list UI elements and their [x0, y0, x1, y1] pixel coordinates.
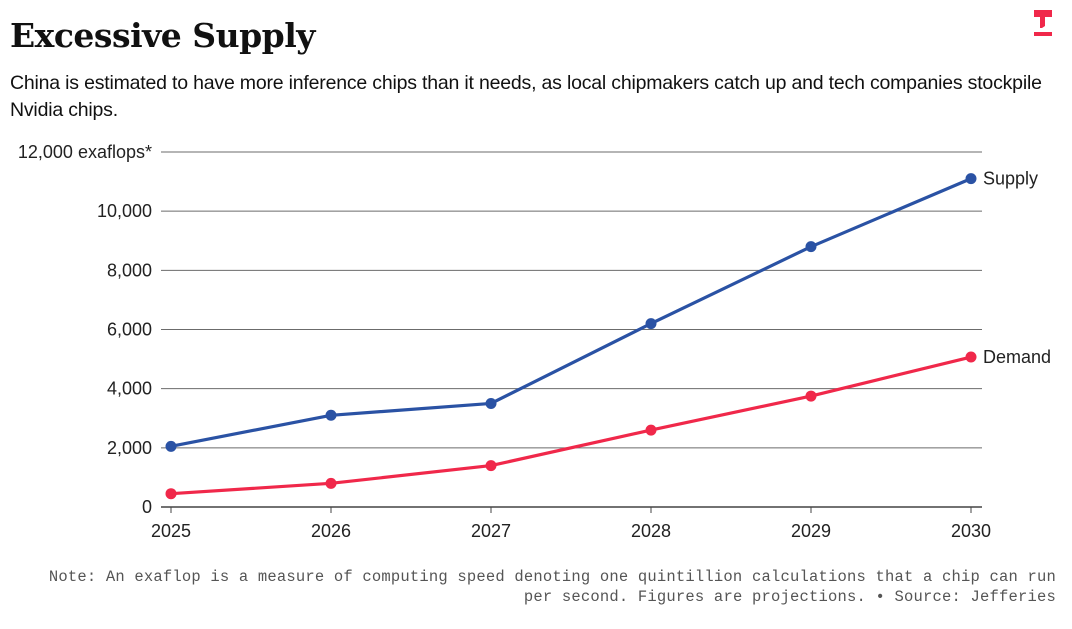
chart-title: Excessive Supply: [10, 16, 315, 55]
series-demand: Demand: [165, 347, 1051, 500]
x-tick-label: 2025: [151, 521, 191, 541]
y-tick-label: 12,000 exaflops*: [18, 142, 152, 162]
x-tick-label: 2028: [631, 521, 671, 541]
demand-series-label: Demand: [983, 347, 1051, 367]
supply-point: [325, 409, 337, 421]
y-tick-label: 2,000: [107, 438, 152, 458]
demand-point: [485, 460, 497, 472]
y-tick-label: 10,000: [97, 201, 152, 221]
supply-point: [165, 440, 177, 452]
x-tick-label: 2029: [791, 521, 831, 541]
demand-point: [325, 477, 337, 489]
demand-point: [645, 424, 657, 436]
y-tick-label: 8,000: [107, 260, 152, 280]
supply-line: [169, 177, 973, 448]
logo-top-bar: [1034, 10, 1052, 28]
demand-point: [965, 351, 977, 363]
line-chart: 0 2,000 4,000 6,000 8,000 10,000 12,000 exaflo…: [18, 142, 1051, 541]
x-tick-label: 2027: [471, 521, 511, 541]
y-tick-label: 6,000: [107, 320, 152, 340]
source-note: Note: An exaflop is a measure of computi…: [48, 568, 1056, 606]
x-axis: 2025 2026 2027 2028 2029 2030: [151, 507, 991, 541]
x-tick-label: 2030: [951, 521, 991, 541]
y-tick-label: 0: [142, 497, 152, 517]
y-tick-label: 4,000: [107, 379, 152, 399]
supply-point: [485, 397, 497, 409]
x-tick-label: 2026: [311, 521, 351, 541]
supply-point: [645, 318, 657, 330]
series-group: Supply Demand: [165, 169, 1051, 500]
logo-bottom-bar: [1034, 32, 1052, 36]
demand-line: [169, 355, 973, 496]
y-axis: 0 2,000 4,000 6,000 8,000 10,000 12,000 exaflo…: [18, 142, 152, 517]
demand-point: [165, 488, 177, 500]
supply-point: [965, 173, 977, 185]
supply-series-label: Supply: [983, 169, 1038, 189]
demand-point: [805, 390, 817, 402]
chart-subtitle: China is estimated to have more inferenc…: [10, 72, 1042, 121]
supply-point: [805, 241, 817, 253]
gridlines: [161, 151, 982, 508]
series-supply: Supply: [165, 169, 1038, 452]
publication-logo-icon: [1034, 10, 1052, 36]
